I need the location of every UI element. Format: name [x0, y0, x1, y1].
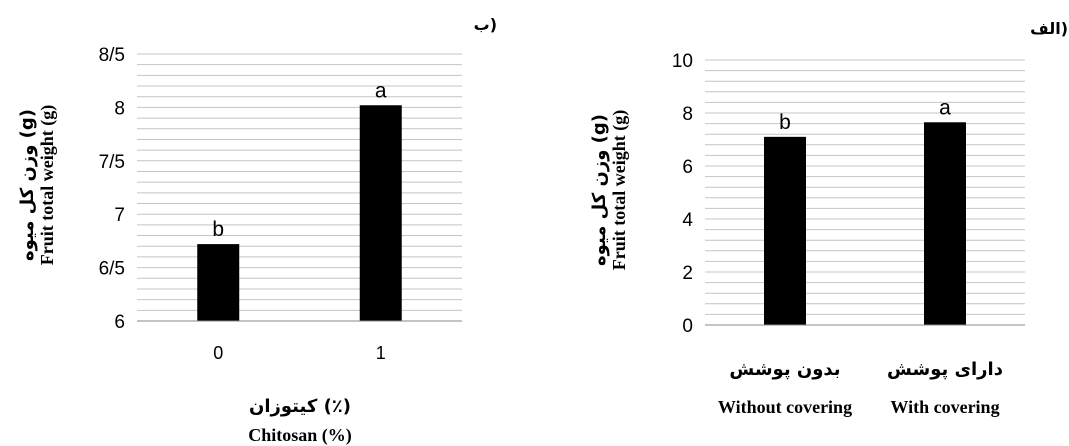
y-axis-label-en: Fruit total weight (g)	[609, 110, 630, 270]
x-tick-label-en: With covering	[890, 397, 999, 417]
x-tick-label-en: Without covering	[718, 397, 852, 417]
y-tick-label: 8/5	[99, 45, 125, 66]
significance-letter: b	[212, 218, 224, 241]
y-axis-label-fa: وزن کل میوه (g)	[17, 109, 38, 261]
panel-label: الف)	[1030, 19, 1068, 38]
y-tick-label: 7/5	[99, 152, 125, 173]
y-ticks: 0 2 4 6 8 10	[672, 51, 694, 337]
bars	[197, 105, 402, 321]
x-tick-label-fa: دارای پوشش	[887, 359, 1003, 380]
y-tick-label: 8	[682, 104, 693, 125]
gridlines	[705, 59, 1025, 326]
x-axis-label-fa: کیتوزان (٪)	[249, 396, 351, 417]
bar	[359, 105, 402, 321]
significance-letter: a	[939, 96, 951, 119]
x-axis-label-en: Chitosan (%)	[248, 425, 352, 446]
panel-label: ب)	[474, 15, 497, 34]
significance-letters: ba	[212, 79, 387, 241]
significance-letter: b	[779, 111, 791, 134]
y-tick-label: 8	[114, 98, 125, 119]
significance-letters: ba	[779, 96, 951, 134]
significance-letter: a	[375, 79, 387, 102]
y-axis-label-en: Fruit total weight (g)	[37, 105, 58, 265]
y-tick-label: 0	[682, 316, 693, 337]
bars	[764, 122, 966, 326]
y-tick-label: 6/5	[99, 259, 125, 280]
y-tick-label: 2	[682, 263, 693, 284]
bar	[197, 244, 240, 321]
x-tick-labels: بدون پوشش Without covering دارای پوشش With …	[718, 359, 1003, 417]
y-tick-label: 10	[672, 51, 693, 72]
gridlines	[137, 53, 462, 322]
y-tick-label: 4	[682, 210, 693, 231]
bar	[764, 136, 806, 325]
y-tick-label: 7	[114, 205, 125, 226]
y-axis-label-fa: وزن کل میوه (g)	[589, 114, 610, 266]
y-ticks: 6 6/5 7 7/5 8 8/5	[99, 45, 125, 333]
x-tick-label-fa: بدون پوشش	[729, 359, 840, 380]
bar	[924, 122, 966, 326]
x-tick-label: 1	[376, 343, 386, 363]
y-tick-label: 6	[682, 157, 693, 178]
x-tick-label: 0	[213, 343, 223, 363]
y-tick-label: 6	[114, 312, 125, 333]
